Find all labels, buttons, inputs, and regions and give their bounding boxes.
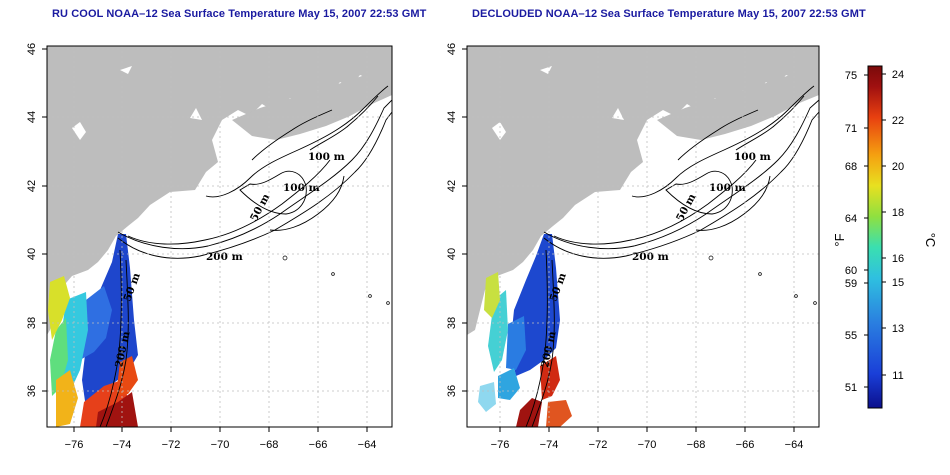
y-tick-label: 42 — [446, 180, 458, 192]
contour-label: 50 m — [674, 192, 698, 224]
celsius-tick: 18 — [892, 207, 904, 219]
y-tick-label: 42 — [26, 180, 38, 192]
x-tick-label: −68 — [687, 439, 706, 451]
map-frame — [466, 45, 820, 428]
y-tick-label: 36 — [26, 385, 38, 397]
contour-label: 100 m — [734, 151, 771, 163]
x-tick-label: −76 — [491, 439, 510, 451]
bathymetry-contours — [99, 85, 392, 427]
graticule — [47, 46, 392, 427]
sst-swath — [48, 234, 138, 427]
x-tick-label: −64 — [785, 439, 804, 451]
celsius-unit-label: °C — [923, 233, 938, 248]
x-tick-label: −66 — [736, 439, 755, 451]
fahrenheit-tick: 75 — [845, 70, 857, 82]
land-mass — [467, 46, 819, 335]
y-tick-label: 40 — [446, 248, 458, 260]
x-tick-label: −72 — [162, 439, 181, 451]
x-tick-label: −70 — [638, 439, 657, 451]
x-axis-ticks: −76 −74 −72 −70 −68 −66 −64 — [65, 439, 377, 451]
y-tick-label: 36 — [446, 385, 458, 397]
fahrenheit-tick: 51 — [845, 382, 857, 394]
x-tick-label: −74 — [113, 439, 132, 451]
x-tick-label: −68 — [260, 439, 279, 451]
fahrenheit-tick: 71 — [845, 123, 857, 135]
panel-2-title: DECLOUDED NOAA–12 Sea Surface Temperatur… — [472, 8, 866, 20]
celsius-ticks: 24 22 20 18 16 15 13 11 — [892, 69, 904, 382]
land-nova-scotia — [232, 68, 392, 140]
graticule — [467, 46, 819, 427]
x-tick-label: −72 — [589, 439, 608, 451]
temperature-colorbar: 75 71 68 64 60 59 55 51 24 22 20 18 16 1… — [832, 65, 938, 409]
x-tick-label: −76 — [65, 439, 84, 451]
sst-swath — [478, 234, 572, 427]
fahrenheit-tick: 60 — [845, 265, 857, 277]
x-tick-label: −64 — [358, 439, 377, 451]
fahrenheit-tick: 64 — [845, 213, 857, 225]
x-tick-label: −74 — [540, 439, 559, 451]
fahrenheit-ticks: 75 71 68 64 60 59 55 51 — [845, 70, 857, 394]
y-tick-label: 44 — [446, 111, 458, 123]
contour-label: 200 m — [206, 251, 243, 263]
celsius-tick: 15 — [892, 277, 904, 289]
x-tick-label: −66 — [309, 439, 328, 451]
fahrenheit-tick: 59 — [845, 278, 857, 290]
celsius-tick: 22 — [892, 115, 904, 127]
y-axis-ticks: 36 38 40 42 44 46 — [446, 43, 458, 397]
bathymetry-contours — [525, 85, 819, 427]
contour-label: 100 m — [308, 151, 345, 163]
map-panel-raw: 100 m 100 m 50 m 200 m 50 m 200 m — [26, 43, 393, 451]
y-tick-label: 38 — [26, 317, 38, 329]
contour-label: 200 m — [632, 251, 669, 263]
y-tick-label: 40 — [26, 248, 38, 260]
celsius-tick: 13 — [892, 323, 904, 335]
y-tick-label: 46 — [446, 43, 458, 55]
y-tick-label: 44 — [26, 111, 38, 123]
colorbar-gradient — [867, 65, 883, 409]
contour-label: 100 m — [709, 182, 746, 194]
panel-1-title: RU COOL NOAA–12 Sea Surface Temperature … — [52, 8, 427, 20]
y-tick-label: 46 — [26, 43, 38, 55]
celsius-tick: 11 — [892, 370, 903, 382]
land-nova-scotia — [657, 68, 819, 140]
land-mass — [47, 46, 392, 335]
x-tick-label: −70 — [211, 439, 230, 451]
x-axis-ticks: −76 −74 −72 −70 −68 −66 −64 — [491, 439, 804, 451]
fahrenheit-tick: 55 — [845, 330, 857, 342]
celsius-tick: 20 — [892, 161, 904, 173]
fahrenheit-unit-label: °F — [832, 233, 847, 246]
celsius-tick: 24 — [892, 69, 904, 81]
celsius-tick: 16 — [892, 253, 904, 265]
map-panel-declouded: 100 m 100 m 50 m 200 m 50 m 200 m — [446, 43, 820, 451]
y-axis-ticks: 36 38 40 42 44 46 — [26, 43, 38, 397]
y-tick-label: 38 — [446, 317, 458, 329]
contour-label: 100 m — [283, 182, 320, 194]
fahrenheit-tick: 68 — [845, 161, 857, 173]
